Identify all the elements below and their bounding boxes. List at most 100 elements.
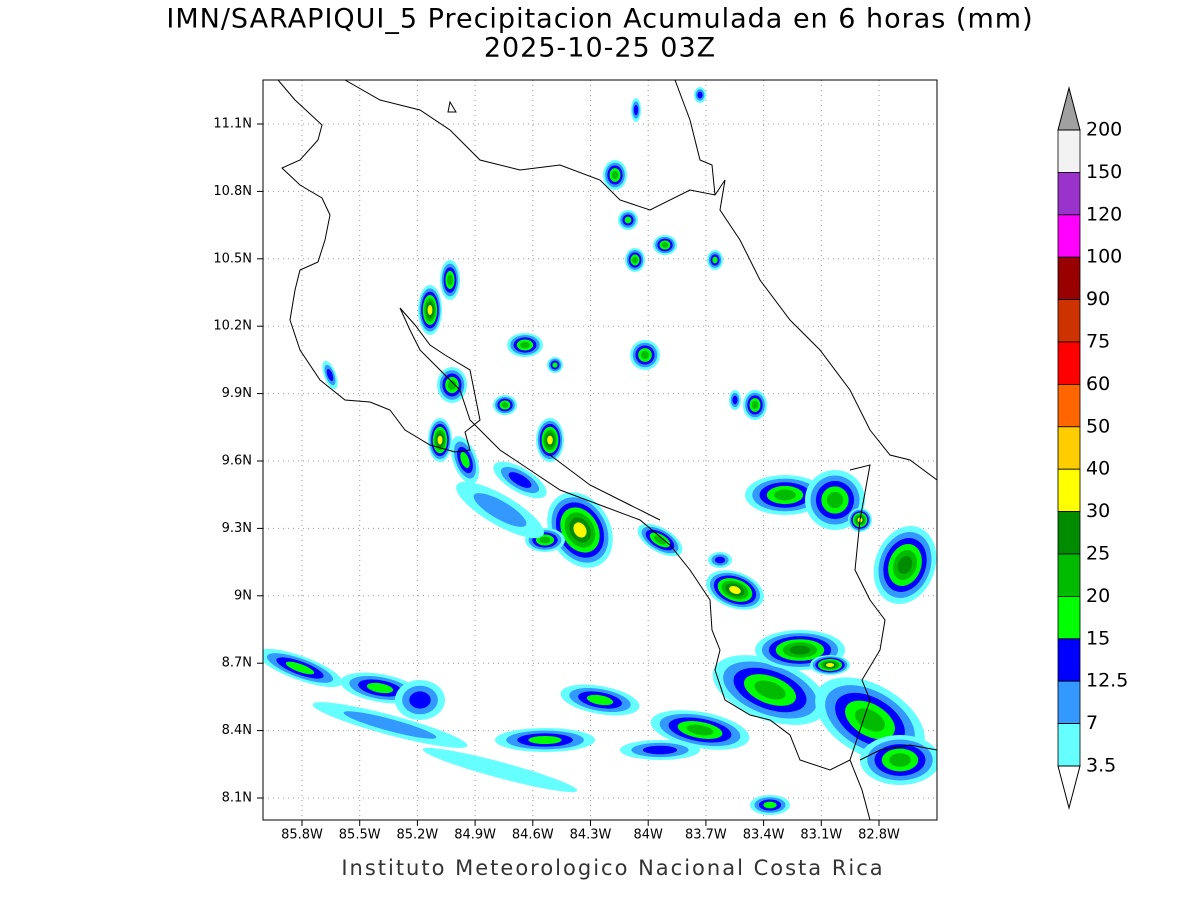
precip-contour [661, 242, 669, 248]
precip-contour [409, 691, 431, 709]
footer: Instituto Meteorologico Nacional Costa R… [341, 856, 884, 880]
precip-contour [714, 556, 726, 564]
colorbar-label: 100 [1086, 246, 1122, 268]
precip-contour [632, 256, 638, 264]
precip-contour [447, 274, 453, 286]
precip-contour [473, 493, 527, 527]
precip-contour [447, 380, 457, 390]
color-bin [1057, 426, 1081, 470]
precip-contour [520, 341, 530, 349]
lon-label: 84.9W [454, 828, 496, 843]
precip-contour [763, 801, 777, 809]
colorbar-label: 40 [1086, 458, 1110, 480]
precip-contour [624, 216, 632, 224]
map-frame [262, 79, 938, 821]
lat-label: 8.1N [222, 791, 252, 806]
lon-label: 84.3W [570, 828, 612, 843]
colorbar-label: 7 [1086, 712, 1098, 734]
precip-contour [826, 491, 844, 509]
precip-contour [855, 708, 885, 732]
colorbar-label: 30 [1086, 500, 1110, 522]
lon-label: 84W [633, 828, 663, 843]
lon-label: 83.4W [743, 828, 785, 843]
colorbar-label: 90 [1086, 288, 1110, 310]
lat-label: 8.4N [222, 723, 252, 738]
precip-contour [437, 435, 443, 445]
precip-contour [826, 663, 834, 667]
lat-label: 9.6N [222, 454, 252, 469]
color-bin [1057, 468, 1081, 513]
precip-contour [501, 402, 509, 408]
precip-contour [751, 400, 759, 410]
precipitation [263, 87, 937, 815]
color-bin [1057, 171, 1081, 216]
colorbar-label: 12.5 [1086, 670, 1128, 692]
lon-label: 83.1W [800, 828, 842, 843]
colorbar-label: 150 [1086, 161, 1122, 183]
lon-label: 83.7W [685, 828, 727, 843]
lon-label: 85.5W [339, 828, 381, 843]
lon-label: 82.8W [858, 828, 900, 843]
colorbar-label: 200 [1086, 119, 1122, 141]
precip-contour [552, 362, 558, 368]
color-bin [1057, 511, 1081, 555]
precip-contour [789, 645, 811, 655]
colorbar-label: 15 [1086, 627, 1110, 649]
precip-contour [343, 711, 437, 739]
coastlines [277, 80, 937, 820]
lat-label: 10.8N [213, 184, 252, 199]
lat-label: 10.5N [213, 251, 252, 266]
precip-contour [528, 736, 562, 744]
color-bin [1057, 723, 1081, 767]
precip-contour [642, 745, 678, 755]
title: IMN/SARAPIQUI_5 Precipitacion Acumulada … [166, 4, 1033, 35]
precip-contour [897, 556, 913, 574]
subtitle: 2025-10-25 03Z [484, 33, 716, 64]
precip-contour [326, 368, 334, 382]
precip-contour [547, 435, 553, 445]
color-bin [1057, 214, 1081, 258]
lat-label: 10.2N [213, 319, 252, 334]
colorbar-label: 60 [1086, 373, 1110, 395]
precip-contour [586, 694, 614, 706]
precip-contour [460, 452, 470, 468]
precip-contour [508, 472, 532, 488]
grid: 85.8W 85.5W 85.2W 84.9W 84.6W 84.3W 84W 83.7W 83… [213, 80, 937, 843]
precip-contour [573, 522, 587, 538]
precip-contour [686, 724, 714, 736]
color-bin [1057, 299, 1081, 343]
precip-contour [774, 489, 796, 501]
over-triangle [1057, 86, 1081, 131]
color-bin [1057, 341, 1081, 385]
lat-label: 11.1N [213, 117, 252, 132]
colorbar-label: 75 [1086, 331, 1110, 353]
precip-contour [712, 256, 718, 264]
precip-contour [285, 661, 315, 675]
lon-label: 85.2W [396, 828, 438, 843]
precip-contour [422, 747, 578, 793]
precip-contour [754, 680, 786, 700]
color-bin [1057, 553, 1081, 597]
lat-label: 8.7N [222, 656, 252, 671]
precip-contour [633, 104, 639, 116]
colorbar-label: 25 [1086, 543, 1110, 565]
color-bin [1057, 129, 1081, 173]
precip-contour [366, 682, 394, 694]
precip-contour [640, 350, 650, 360]
precip-contour [697, 91, 703, 99]
colorbar-label: 20 [1086, 585, 1110, 607]
colorbar: 200 150 120 100 90 75 60 50 40 30 25 20 15 12.5 7 3.5 [1057, 86, 1128, 810]
colorbar-label: 3.5 [1086, 755, 1116, 777]
precip-contour [653, 535, 667, 545]
lat-label: 9N [234, 588, 252, 603]
under-triangle [1057, 765, 1081, 810]
color-bin [1057, 256, 1081, 301]
colorbar-label: 50 [1086, 415, 1110, 437]
lat-label: 9.9N [222, 386, 252, 401]
precip-contour [732, 395, 738, 405]
color-bin [1057, 638, 1081, 682]
precip-contour [427, 305, 433, 315]
color-bin [1057, 383, 1081, 428]
